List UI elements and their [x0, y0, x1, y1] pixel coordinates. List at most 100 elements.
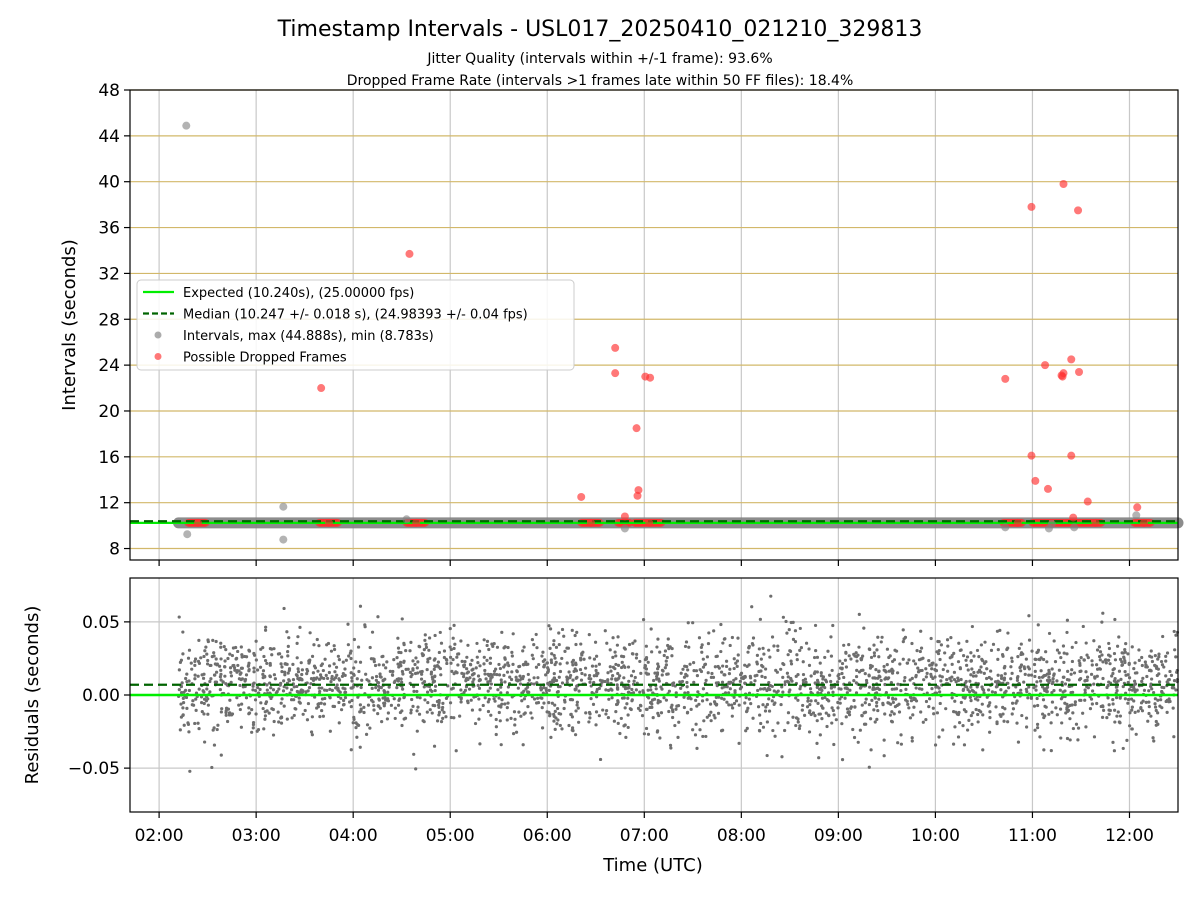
y-tick-label: 48: [98, 81, 120, 101]
x-tick-label: 04:00: [329, 826, 378, 846]
residual-point: [451, 686, 455, 690]
residual-point: [570, 628, 574, 632]
residual-point: [1064, 711, 1068, 715]
residual-point: [1154, 708, 1158, 713]
residual-point: [456, 663, 460, 667]
residual-point: [255, 668, 260, 672]
residual-point: [567, 723, 571, 728]
residual-point: [783, 682, 787, 687]
residual-point: [1158, 704, 1162, 708]
residual-point: [950, 696, 954, 700]
residual-point: [1022, 680, 1026, 684]
residual-point: [877, 697, 881, 701]
residual-point: [594, 710, 599, 714]
residual-point: [756, 688, 760, 693]
residual-point: [767, 697, 771, 701]
dropped-frame-point: [1027, 451, 1036, 460]
residual-point: [232, 663, 236, 668]
residual-point: [355, 677, 359, 681]
residual-point: [330, 674, 334, 679]
residual-point: [268, 674, 272, 678]
dropped-frame-point: [1043, 484, 1052, 493]
residual-point: [276, 652, 281, 656]
residual-point: [347, 700, 352, 704]
residual-point: [643, 664, 648, 668]
residual-point: [597, 662, 601, 666]
residual-point: [510, 654, 514, 658]
residual-point: [380, 655, 384, 659]
y-tick-label: 44: [98, 127, 120, 147]
residual-point: [224, 713, 228, 717]
residual-point: [600, 679, 605, 683]
dropped-frame-point: [632, 424, 641, 433]
residual-point: [200, 709, 204, 714]
residual-point: [549, 660, 554, 665]
residual-point: [1091, 689, 1095, 693]
residual-point: [441, 716, 445, 721]
residual-point: [793, 629, 798, 633]
residual-point: [335, 683, 339, 687]
residual-point: [526, 672, 530, 677]
residual-point: [925, 671, 929, 675]
residual-point: [976, 712, 980, 717]
residual-point: [251, 684, 255, 688]
residual-point: [1083, 691, 1087, 695]
residual-point: [996, 673, 1000, 677]
residual-point: [679, 671, 683, 675]
residual-point: [943, 651, 947, 655]
residual-point: [557, 711, 561, 716]
residual-point: [532, 697, 537, 701]
residual-point: [732, 657, 736, 661]
residual-point: [514, 675, 518, 679]
residual-point: [1045, 685, 1050, 689]
residual-point: [1173, 648, 1177, 652]
residual-point: [470, 708, 475, 712]
residual-point: [937, 735, 941, 739]
residual-point: [696, 690, 700, 694]
residual-point: [883, 682, 887, 687]
residual-point: [1035, 680, 1039, 684]
residual-point: [749, 702, 753, 706]
residual-point: [861, 668, 865, 672]
residual-point: [1092, 682, 1096, 686]
residual-point: [416, 671, 420, 675]
residual-point: [709, 719, 713, 723]
residual-point: [464, 677, 468, 681]
residual-point: [476, 683, 480, 687]
residual-point: [878, 675, 882, 679]
residual-point: [1014, 685, 1018, 689]
residual-point: [638, 708, 642, 713]
residual-point: [798, 648, 802, 653]
residual-point: [716, 711, 721, 715]
residual-point: [239, 725, 243, 729]
residual-point: [786, 711, 791, 715]
residual-point: [691, 728, 695, 732]
residual-point: [939, 643, 944, 647]
residual-point: [588, 680, 592, 684]
residual-point: [743, 701, 747, 705]
residual-point: [914, 699, 919, 703]
residual-point: [521, 677, 525, 681]
residual-point: [1144, 700, 1148, 705]
residual-point: [593, 640, 598, 644]
residual-point: [694, 722, 698, 726]
residual-point: [368, 645, 372, 650]
residual-point: [847, 713, 852, 717]
residual-point: [422, 685, 426, 689]
residual-point: [773, 734, 777, 738]
residual-point: [686, 691, 690, 695]
residual-point: [725, 700, 729, 704]
residual-point: [731, 706, 735, 710]
residual-point: [682, 705, 686, 710]
residual-point: [622, 664, 626, 668]
residual-point: [591, 702, 596, 706]
residual-point: [363, 623, 367, 627]
residual-point: [798, 724, 802, 728]
residual-point: [934, 668, 938, 673]
residual-point: [438, 630, 442, 635]
residual-point: [1062, 651, 1066, 655]
residual-point: [575, 684, 579, 688]
residual-point: [817, 712, 821, 716]
x-tick-label: 11:00: [1008, 826, 1057, 846]
residual-point: [1076, 738, 1080, 742]
